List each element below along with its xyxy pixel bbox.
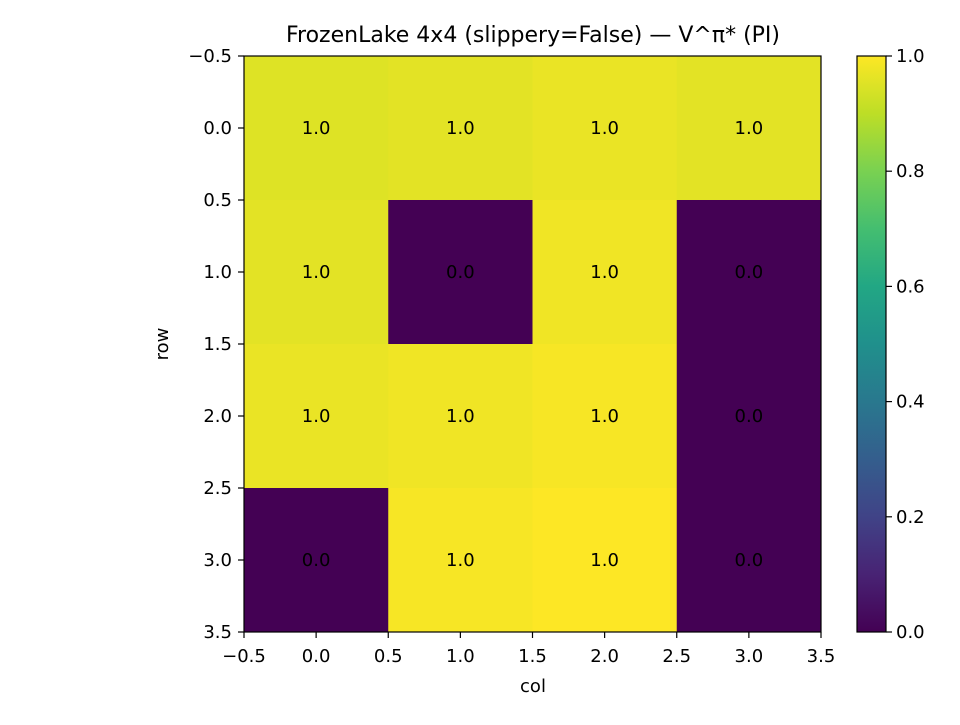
heatmap-cell-labels: 1.0 1.0 1.0 1.0 1.0 0.0 1.0 0.0 1.0 1.0 1.0 0.0 0.0 1… xyxy=(302,118,763,571)
x-axis-ticks: −0.5 0.0 0.5 1.0 1.5 2.0 2.5 3.0 3.5 xyxy=(222,632,835,667)
colorbar-tick-label: 0.0 xyxy=(896,622,925,643)
x-tick-label: 1.5 xyxy=(518,646,547,667)
colorbar-tick-label: 0.8 xyxy=(896,161,925,182)
y-tick-label: 1.5 xyxy=(203,334,232,355)
heatmap-cell-r2-c3 xyxy=(676,344,822,489)
x-tick-label: 2.5 xyxy=(662,646,691,667)
cell-value-label-r1-c3: 0.0 xyxy=(735,262,764,283)
heatmap-cell-r1-c3 xyxy=(676,200,822,345)
y-tick-label: 3.0 xyxy=(203,550,232,571)
y-tick-label: 2.0 xyxy=(203,406,232,427)
colorbar-ticks: 0.0 0.2 0.4 0.6 0.8 1.0 xyxy=(886,46,925,643)
cell-value-label-r0-c2: 1.0 xyxy=(590,118,619,139)
heatmap-cell-r0-c0 xyxy=(244,56,389,201)
y-axis-label: row xyxy=(152,328,173,361)
heatmap-cell-r3-c2 xyxy=(532,488,678,633)
heatmap-cell-r0-c3 xyxy=(676,56,822,201)
heatmap-cell-r2-c2 xyxy=(532,344,678,489)
heatmap-cell-r0-c1 xyxy=(388,56,533,201)
colorbar-tick-label: 1.0 xyxy=(896,46,925,67)
cell-value-label-r2-c3: 0.0 xyxy=(735,406,764,427)
x-tick-label: 3.5 xyxy=(807,646,836,667)
cell-value-label-r1-c1: 0.0 xyxy=(446,262,475,283)
cell-value-label-r2-c1: 1.0 xyxy=(446,406,475,427)
cell-value-label-r3-c2: 1.0 xyxy=(590,550,619,571)
y-tick-label: 3.5 xyxy=(203,622,232,643)
x-tick-label: 0.0 xyxy=(302,646,331,667)
cell-value-label-r1-c0: 1.0 xyxy=(302,262,331,283)
y-tick-label: 1.0 xyxy=(203,262,232,283)
cell-value-label-r1-c2: 1.0 xyxy=(590,262,619,283)
heatmap-cell-r3-c1 xyxy=(388,488,533,633)
x-tick-label: 2.0 xyxy=(590,646,619,667)
cell-value-label-r2-c2: 1.0 xyxy=(590,406,619,427)
y-axis-ticks: −0.5 0.0 0.5 1.0 1.5 2.0 2.5 3.0 3.5 xyxy=(188,46,244,643)
cell-value-label-r0-c0: 1.0 xyxy=(302,118,331,139)
cell-value-label-r2-c0: 1.0 xyxy=(302,406,331,427)
y-tick-label: 2.5 xyxy=(203,478,232,499)
heatmap-cell-r1-c2 xyxy=(532,200,678,345)
heatmap-cells xyxy=(244,56,822,633)
chart-title: FrozenLake 4x4 (slippery=False) — V^π* (… xyxy=(286,23,780,48)
cell-value-label-r3-c3: 0.0 xyxy=(735,550,764,571)
colorbar-tick-label: 0.2 xyxy=(896,507,925,528)
x-tick-label: −0.5 xyxy=(222,646,266,667)
y-tick-label: 0.0 xyxy=(203,118,232,139)
x-tick-label: 0.5 xyxy=(374,646,403,667)
heatmap-cell-r3-c3 xyxy=(676,488,822,633)
colorbar xyxy=(856,55,887,633)
heatmap-cell-r1-c0 xyxy=(244,200,389,345)
heatmap-cell-r3-c0 xyxy=(244,488,389,633)
y-tick-label: 0.5 xyxy=(203,190,232,211)
heatmap-cell-r1-c1 xyxy=(388,200,533,345)
colorbar-tick-label: 0.4 xyxy=(896,392,925,413)
colorbar-tick-label: 0.6 xyxy=(896,276,925,297)
cell-value-label-r3-c0: 0.0 xyxy=(302,550,331,571)
x-tick-label: 3.0 xyxy=(735,646,764,667)
cell-value-label-r0-c3: 1.0 xyxy=(735,118,764,139)
x-tick-label: 1.0 xyxy=(446,646,475,667)
x-axis-label: col xyxy=(520,676,546,697)
heatmap-cell-r2-c1 xyxy=(388,344,533,489)
cell-value-label-r0-c1: 1.0 xyxy=(446,118,475,139)
heatmap-cell-r0-c2 xyxy=(532,56,678,201)
cell-value-label-r3-c1: 1.0 xyxy=(446,550,475,571)
y-tick-label: −0.5 xyxy=(188,46,232,67)
heatmap-cell-r2-c0 xyxy=(244,344,389,489)
